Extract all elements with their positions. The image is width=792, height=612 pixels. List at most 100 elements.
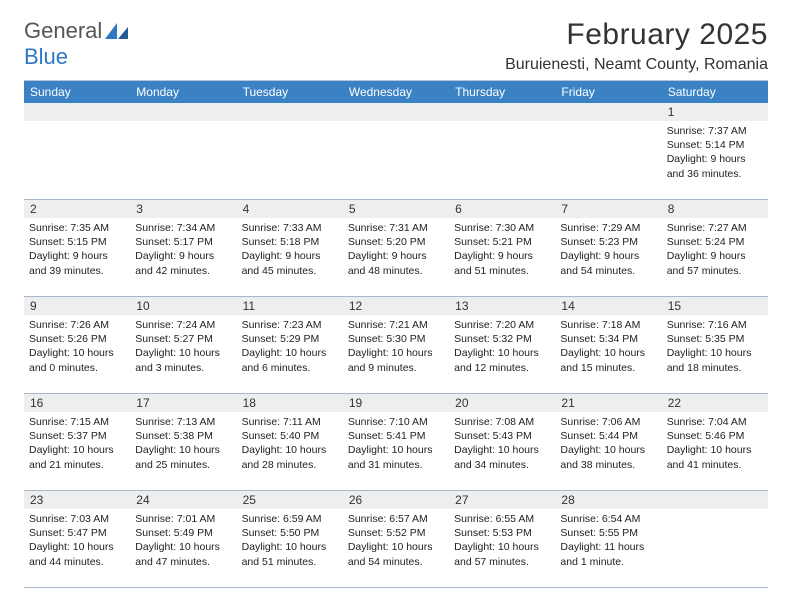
- sunrise-text: Sunrise: 7:04 AM: [667, 415, 763, 429]
- day-number: 6: [449, 200, 555, 218]
- sunset-text: Sunset: 5:27 PM: [135, 332, 231, 346]
- day-number: [449, 103, 555, 121]
- sunset-text: Sunset: 5:55 PM: [560, 526, 656, 540]
- daylight-text-1: Daylight: 10 hours: [454, 540, 550, 554]
- day-cell: Sunrise: 7:30 AMSunset: 5:21 PMDaylight:…: [449, 218, 555, 296]
- day-number: 25: [237, 491, 343, 509]
- day-number: 7: [555, 200, 661, 218]
- daylight-text-1: Daylight: 10 hours: [348, 346, 444, 360]
- sunrise-text: Sunrise: 7:06 AM: [560, 415, 656, 429]
- day-number: [24, 103, 130, 121]
- day-number: 23: [24, 491, 130, 509]
- day-cell: Sunrise: 6:59 AMSunset: 5:50 PMDaylight:…: [237, 509, 343, 587]
- daylight-text-2: and 12 minutes.: [454, 361, 550, 375]
- day-number: 28: [555, 491, 661, 509]
- daylight-text-2: and 57 minutes.: [667, 264, 763, 278]
- day-number: 5: [343, 200, 449, 218]
- daylight-text-2: and 3 minutes.: [135, 361, 231, 375]
- day-cell: Sunrise: 7:11 AMSunset: 5:40 PMDaylight:…: [237, 412, 343, 490]
- day-number: 19: [343, 394, 449, 412]
- day-number: 13: [449, 297, 555, 315]
- day-cell: Sunrise: 6:54 AMSunset: 5:55 PMDaylight:…: [555, 509, 661, 587]
- daylight-text-2: and 9 minutes.: [348, 361, 444, 375]
- daylight-text-2: and 31 minutes.: [348, 458, 444, 472]
- day-cell: Sunrise: 7:24 AMSunset: 5:27 PMDaylight:…: [130, 315, 236, 393]
- sunset-text: Sunset: 5:34 PM: [560, 332, 656, 346]
- daylight-text-2: and 54 minutes.: [348, 555, 444, 569]
- day-number: 11: [237, 297, 343, 315]
- day-number: 8: [662, 200, 768, 218]
- daylight-text-1: Daylight: 9 hours: [242, 249, 338, 263]
- daylight-text-1: Daylight: 9 hours: [667, 152, 763, 166]
- day-cell: Sunrise: 7:26 AMSunset: 5:26 PMDaylight:…: [24, 315, 130, 393]
- daynum-row: 1: [24, 103, 768, 121]
- day-number: 22: [662, 394, 768, 412]
- day-cell: Sunrise: 7:03 AMSunset: 5:47 PMDaylight:…: [24, 509, 130, 587]
- sunset-text: Sunset: 5:53 PM: [454, 526, 550, 540]
- day-cell: Sunrise: 6:57 AMSunset: 5:52 PMDaylight:…: [343, 509, 449, 587]
- sunset-text: Sunset: 5:49 PM: [135, 526, 231, 540]
- day-number: 9: [24, 297, 130, 315]
- sunset-text: Sunset: 5:37 PM: [29, 429, 125, 443]
- week-row: Sunrise: 7:26 AMSunset: 5:26 PMDaylight:…: [24, 315, 768, 393]
- sunrise-text: Sunrise: 7:35 AM: [29, 221, 125, 235]
- day-number: 15: [662, 297, 768, 315]
- sunset-text: Sunset: 5:24 PM: [667, 235, 763, 249]
- day-number: 24: [130, 491, 236, 509]
- sunrise-text: Sunrise: 7:01 AM: [135, 512, 231, 526]
- day-cell: Sunrise: 7:34 AMSunset: 5:17 PMDaylight:…: [130, 218, 236, 296]
- dayname: Wednesday: [343, 81, 449, 103]
- sunrise-text: Sunrise: 7:18 AM: [560, 318, 656, 332]
- sunrise-text: Sunrise: 7:37 AM: [667, 124, 763, 138]
- daylight-text-2: and 39 minutes.: [29, 264, 125, 278]
- day-cell: Sunrise: 7:13 AMSunset: 5:38 PMDaylight:…: [130, 412, 236, 490]
- sunrise-text: Sunrise: 7:23 AM: [242, 318, 338, 332]
- daylight-text-1: Daylight: 10 hours: [667, 443, 763, 457]
- week-block: 9101112131415Sunrise: 7:26 AMSunset: 5:2…: [24, 297, 768, 394]
- daylight-text-1: Daylight: 10 hours: [560, 346, 656, 360]
- day-cell: Sunrise: 7:16 AMSunset: 5:35 PMDaylight:…: [662, 315, 768, 393]
- day-cell: Sunrise: 7:20 AMSunset: 5:32 PMDaylight:…: [449, 315, 555, 393]
- week-row: Sunrise: 7:15 AMSunset: 5:37 PMDaylight:…: [24, 412, 768, 490]
- daylight-text-2: and 47 minutes.: [135, 555, 231, 569]
- sunset-text: Sunset: 5:46 PM: [667, 429, 763, 443]
- sunset-text: Sunset: 5:21 PM: [454, 235, 550, 249]
- dayname: Friday: [555, 81, 661, 103]
- sunrise-text: Sunrise: 7:29 AM: [560, 221, 656, 235]
- sunrise-text: Sunrise: 6:59 AM: [242, 512, 338, 526]
- day-cell: Sunrise: 7:04 AMSunset: 5:46 PMDaylight:…: [662, 412, 768, 490]
- day-number: 21: [555, 394, 661, 412]
- sunrise-text: Sunrise: 7:26 AM: [29, 318, 125, 332]
- dayname: Thursday: [449, 81, 555, 103]
- sunrise-text: Sunrise: 7:08 AM: [454, 415, 550, 429]
- daylight-text-2: and 42 minutes.: [135, 264, 231, 278]
- daylight-text-1: Daylight: 9 hours: [348, 249, 444, 263]
- day-number: 27: [449, 491, 555, 509]
- dayname: Monday: [130, 81, 236, 103]
- day-number: [662, 491, 768, 509]
- daylight-text-1: Daylight: 10 hours: [454, 346, 550, 360]
- dayname: Tuesday: [237, 81, 343, 103]
- day-number: 18: [237, 394, 343, 412]
- day-number: [343, 103, 449, 121]
- sunset-text: Sunset: 5:23 PM: [560, 235, 656, 249]
- day-number: 2: [24, 200, 130, 218]
- day-cell: [343, 121, 449, 199]
- daylight-text-1: Daylight: 10 hours: [135, 443, 231, 457]
- sunset-text: Sunset: 5:44 PM: [560, 429, 656, 443]
- daylight-text-1: Daylight: 9 hours: [560, 249, 656, 263]
- sunrise-text: Sunrise: 7:13 AM: [135, 415, 231, 429]
- day-cell: [24, 121, 130, 199]
- day-number: 12: [343, 297, 449, 315]
- day-cell: Sunrise: 7:15 AMSunset: 5:37 PMDaylight:…: [24, 412, 130, 490]
- daylight-text-1: Daylight: 9 hours: [135, 249, 231, 263]
- sunrise-text: Sunrise: 7:16 AM: [667, 318, 763, 332]
- day-cell: Sunrise: 6:55 AMSunset: 5:53 PMDaylight:…: [449, 509, 555, 587]
- sunrise-text: Sunrise: 7:27 AM: [667, 221, 763, 235]
- week-row: Sunrise: 7:35 AMSunset: 5:15 PMDaylight:…: [24, 218, 768, 296]
- sunset-text: Sunset: 5:41 PM: [348, 429, 444, 443]
- day-number: 4: [237, 200, 343, 218]
- sunrise-text: Sunrise: 7:34 AM: [135, 221, 231, 235]
- day-cell: Sunrise: 7:23 AMSunset: 5:29 PMDaylight:…: [237, 315, 343, 393]
- day-cell: Sunrise: 7:10 AMSunset: 5:41 PMDaylight:…: [343, 412, 449, 490]
